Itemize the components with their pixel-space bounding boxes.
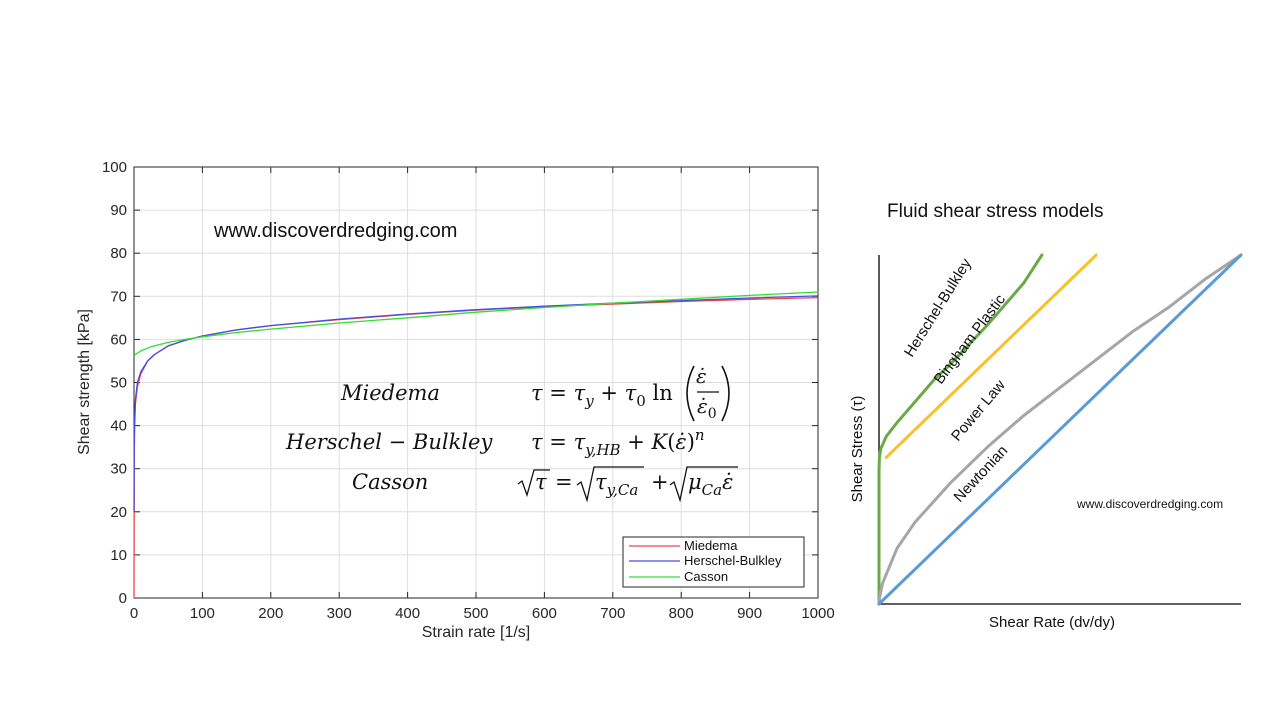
left-series	[133, 291, 819, 599]
x-tick-label: 700	[600, 605, 625, 622]
eq-hb-name: Herschel − Bulkley	[285, 430, 493, 454]
legend-label-miedema: Miedema	[684, 538, 738, 553]
model-curve-power-law	[877, 253, 1243, 606]
left-y-axis-label: Shear strength [kPa]	[76, 309, 93, 455]
x-tick-label: 900	[737, 605, 762, 622]
svg-text:τ = τy,HB + K(ε̇)n: τ = τy,HB + K(ε̇)n	[531, 426, 705, 459]
svg-text:+: +	[651, 470, 669, 494]
legend-label-herschel-bulkley: Herschel-Bulkley	[684, 553, 782, 568]
right-x-axis-label: Shear Rate (dv/dy)	[989, 614, 1115, 631]
eq-miedema-name: Miedema	[340, 381, 440, 405]
left-x-axis-label: Strain rate [1/s]	[422, 624, 531, 641]
y-tick-label: 10	[110, 547, 127, 564]
svg-text:ε̇: ε̇	[696, 364, 707, 388]
model-curve-bingham-plastic	[884, 253, 1098, 459]
left-legend: Miedema Herschel-Bulkley Casson	[622, 536, 805, 588]
x-tick-label: 100	[190, 605, 215, 622]
x-tick-label: 200	[258, 605, 283, 622]
x-tick-label: 300	[327, 605, 352, 622]
x-tick-label: 500	[463, 605, 488, 622]
x-tick-label: 800	[669, 605, 694, 622]
y-tick-label: 0	[119, 590, 127, 607]
eq-casson-name: Casson	[352, 470, 428, 494]
y-tick-label: 100	[102, 159, 127, 176]
series-line-casson	[133, 291, 819, 356]
y-tick-label: 80	[110, 245, 127, 262]
svg-text:=: =	[555, 470, 573, 494]
right-watermark: www.discoverdredging.com	[1076, 497, 1223, 511]
right-series	[877, 253, 1243, 606]
right-chart-title: Fluid shear stress models	[887, 201, 1103, 222]
y-tick-label: 40	[110, 418, 127, 435]
y-tick-label: 20	[110, 504, 127, 521]
x-tick-label: 400	[395, 605, 420, 622]
x-tick-label: 1000	[801, 605, 834, 622]
right-chart: Fluid shear stress models Herschel-Bulkl…	[849, 201, 1243, 631]
x-tick-label: 0	[130, 605, 138, 622]
legend-label-casson: Casson	[684, 569, 728, 584]
y-tick-label: 90	[110, 202, 127, 219]
legend-box	[622, 536, 805, 588]
eq-hb-formula: τ = τy,HB + K(ε̇)n	[531, 426, 705, 459]
left-watermark: www.discoverdredging.com	[213, 220, 457, 242]
y-tick-label: 70	[110, 288, 127, 305]
eq-casson-formula: τ = τy,Ca + μCaε̇	[517, 466, 738, 503]
left-grid	[134, 167, 818, 598]
right-y-axis-label: Shear Stress (τ)	[849, 396, 866, 503]
model-curve-herschel-bulkley	[877, 253, 1044, 606]
model-curve-newtonian	[877, 253, 1243, 606]
svg-text:τ: τ	[535, 470, 547, 494]
left-chart: 0 100 200 300 400 500 600 700 800 900 1000 0 10 20 30 4…	[76, 159, 835, 641]
y-tick-label: 60	[110, 331, 127, 348]
y-tick-label: 30	[110, 461, 127, 478]
x-tick-label: 600	[532, 605, 557, 622]
y-tick-label: 50	[110, 375, 127, 392]
